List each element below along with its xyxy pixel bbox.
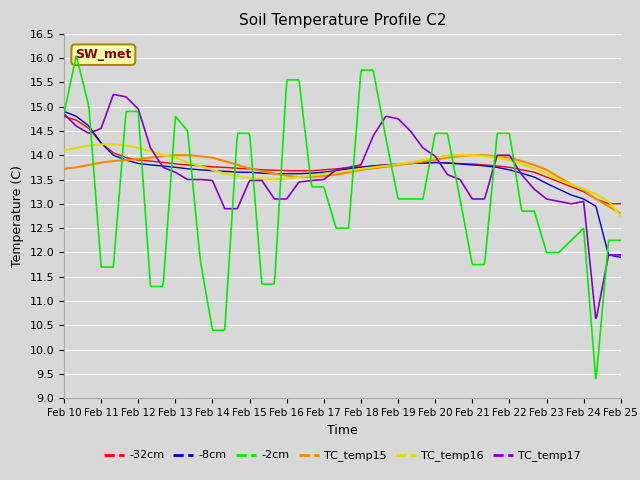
X-axis label: Time: Time: [327, 424, 358, 437]
Text: SW_met: SW_met: [75, 48, 131, 61]
Title: Soil Temperature Profile C2: Soil Temperature Profile C2: [239, 13, 446, 28]
Legend: -32cm, -8cm, -2cm, TC_temp15, TC_temp16, TC_temp17: -32cm, -8cm, -2cm, TC_temp15, TC_temp16,…: [99, 446, 586, 466]
Y-axis label: Temperature (C): Temperature (C): [11, 165, 24, 267]
